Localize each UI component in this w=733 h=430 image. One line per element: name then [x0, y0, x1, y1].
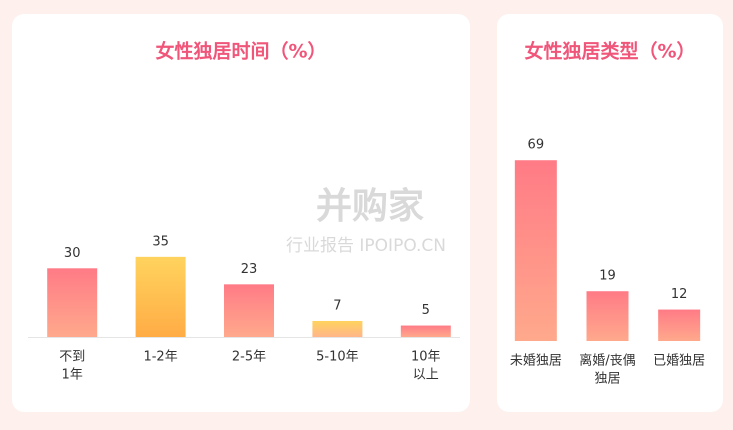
value-label: 35 — [152, 234, 169, 249]
bar — [312, 320, 363, 337]
value-label: 5 — [422, 303, 430, 318]
chart-title: 女性独居类型（%） — [524, 40, 695, 63]
bar — [658, 309, 701, 341]
category-label: 以上 — [413, 368, 439, 383]
category-label: 1年 — [62, 368, 83, 383]
category-label: 已婚独居 — [653, 354, 705, 369]
bar — [400, 325, 451, 337]
category-label: 不到 — [59, 350, 85, 365]
category-label: 离婚/丧偶 — [579, 353, 635, 369]
category-label: 独居 — [594, 372, 620, 387]
value-label: 12 — [671, 287, 688, 302]
category-label: 1-2年 — [143, 350, 177, 365]
bar — [135, 256, 186, 337]
category-label: 2-5年 — [232, 350, 266, 365]
value-label: 23 — [241, 262, 258, 277]
category-label: 未婚独居 — [510, 354, 562, 369]
category-label: 5-10年 — [316, 350, 359, 365]
value-label: 7 — [333, 298, 341, 313]
value-label: 69 — [528, 138, 545, 153]
value-label: 19 — [599, 269, 616, 284]
bar — [514, 160, 557, 341]
watermark-sub: 行业报告 IPOIPO.CN — [286, 236, 446, 256]
bar — [586, 291, 629, 341]
chart-title: 女性独居时间（%） — [155, 40, 326, 63]
watermark-brand: 并购家 — [316, 186, 424, 227]
panel-left — [12, 14, 470, 412]
bar — [224, 284, 274, 337]
category-label: 10年 — [411, 350, 441, 365]
bar — [47, 268, 98, 337]
value-label: 30 — [64, 246, 81, 261]
